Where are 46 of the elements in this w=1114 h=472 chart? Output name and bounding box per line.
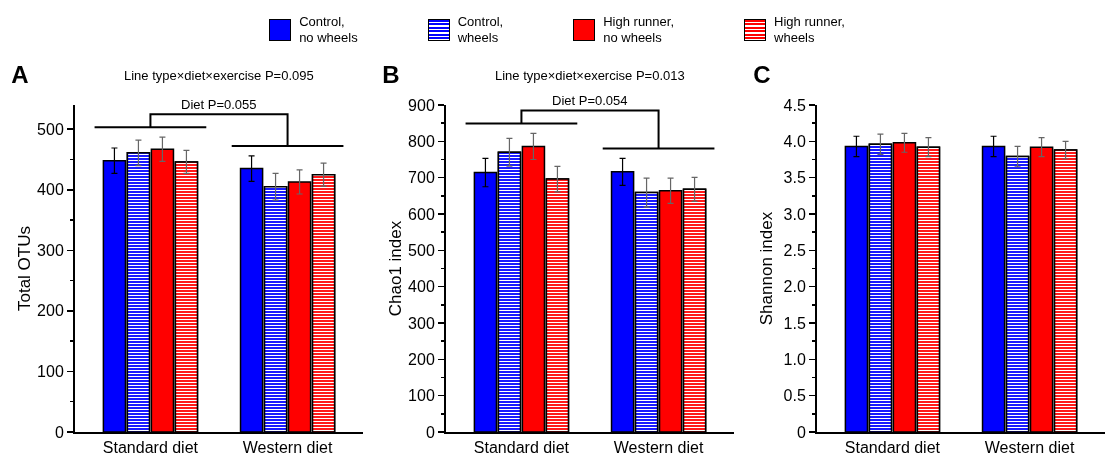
text: Line type×diet×exercise P=0.095 (124, 68, 314, 83)
y-tick-label: 100 (37, 363, 64, 381)
y-tick-label: 300 (37, 241, 64, 259)
y-tick-label: 2.0 (783, 278, 806, 296)
x-tick-label: Western diet (984, 439, 1075, 457)
y-tick-label: 800 (408, 132, 435, 150)
y-tick-label: 400 (408, 278, 435, 296)
legend-label: Control, no wheels (299, 14, 358, 46)
y-axis-title: Shannon index (757, 211, 776, 326)
legend-label: Control, wheels (457, 14, 504, 46)
y-tick-label: 700 (408, 169, 435, 187)
annotation: Diet P=0.054 (552, 93, 628, 108)
x-tick-label: Western diet (242, 439, 333, 457)
chart-title: C (753, 60, 771, 88)
y-tick-label: 200 (37, 302, 64, 320)
x-tick-label: Standard diet (844, 439, 941, 457)
chart-title: B (382, 60, 400, 88)
y-tick-label: 100 (408, 387, 435, 405)
y-tick-label: 500 (37, 120, 64, 138)
y-tick-label: 4.0 (783, 132, 806, 150)
y-tick-label: 0.5 (783, 387, 806, 405)
x-tick-label: Standard diet (473, 439, 570, 457)
y-tick-label: 500 (408, 241, 435, 259)
legend-label: High runner, wheels (774, 14, 845, 46)
legend-label: High runner, no wheels (603, 14, 675, 46)
y-tick-label: 4.5 (783, 96, 806, 114)
y-axis-title: Total OTUs (15, 225, 34, 312)
chart-title: A (11, 60, 29, 88)
y-tick-label: 400 (37, 181, 64, 199)
y-tick-label: 1.0 (783, 350, 806, 368)
y-tick-label: 600 (408, 205, 435, 223)
y-tick-label: 3.0 (783, 205, 806, 223)
y-axis-title: Chao1 index (386, 220, 405, 317)
x-tick-label: Standard diet (102, 439, 199, 457)
y-tick-label: 3.5 (783, 169, 806, 187)
y-tick-label: 1.5 (783, 314, 806, 332)
y-tick-label: 2.5 (783, 241, 806, 259)
annotation: Diet P=0.055 (181, 97, 257, 112)
y-tick-label: 200 (408, 350, 435, 368)
x-tick-label: Western diet (613, 439, 704, 457)
y-tick-label: 0 (796, 423, 806, 441)
y-tick-label: 0 (54, 423, 64, 441)
y-tick-label: 0 (425, 423, 435, 441)
text: Line type×diet×exercise P=0.013 (495, 68, 685, 83)
y-tick-label: 900 (408, 96, 435, 114)
y-tick-label: 300 (408, 314, 435, 332)
